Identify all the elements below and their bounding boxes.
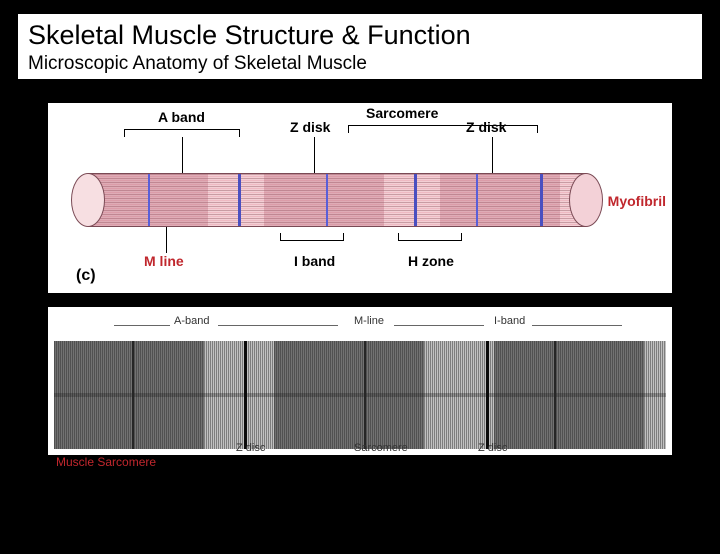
bracket-h-zone: [398, 233, 462, 241]
diagram-panel-schematic: A band Z disk Sarcomere Z disk Myofibril: [48, 103, 672, 293]
label-sarcomere: Sarcomere: [366, 105, 438, 121]
caption-muscle-sarcomere: Muscle Sarcomere: [56, 455, 156, 469]
label-m-line-em: M-line: [354, 315, 384, 327]
label-z-disk-left: Z disk: [290, 119, 330, 135]
label-m-line: M line: [144, 253, 184, 269]
myofibril-fiber: [88, 173, 586, 227]
leader-z-left: [314, 137, 315, 173]
m-line: [148, 174, 150, 226]
leader-z-right: [492, 137, 493, 173]
micrograph-bottom-labels: Muscle Sarcomere Z disc Sarcomere Z disc: [54, 445, 666, 451]
em-m-line: [554, 341, 556, 449]
bracket-sarcomere: [348, 125, 538, 133]
m-line: [476, 174, 478, 226]
em-z-disk: [486, 341, 489, 449]
label-a-band: A band: [158, 109, 205, 125]
label-h-zone: H zone: [408, 253, 454, 269]
m-line: [326, 174, 328, 226]
em-m-line: [364, 341, 366, 449]
leader-a-band: [182, 137, 183, 173]
em-z-disk: [244, 341, 247, 449]
label-z-disc-right: Z disc: [478, 442, 507, 454]
fiber-cap-right: [569, 173, 603, 227]
fiber-cap-left: [71, 173, 105, 227]
slide-subtitle: Microscopic Anatomy of Skeletal Muscle: [28, 53, 692, 75]
em-m-line: [132, 341, 134, 449]
label-myofibril: Myofibril: [608, 193, 666, 209]
leader-m-line: [166, 227, 167, 253]
fiber-body: [88, 173, 586, 227]
electron-micrograph: [54, 341, 666, 449]
bracket-i-band: [280, 233, 344, 241]
z-disk: [414, 174, 417, 226]
diagram-panel-micrograph: A-band M-line I-band Muscle Sarcomere Z …: [48, 307, 672, 455]
label-z-disc-left: Z disc: [236, 442, 265, 454]
label-i-band-em: I-band: [494, 315, 525, 327]
label-sarcomere-em: Sarcomere: [354, 442, 408, 454]
slide-title: Skeletal Muscle Structure & Function: [28, 20, 692, 51]
label-a-band-em: A-band: [174, 315, 209, 327]
z-disk: [238, 174, 241, 226]
figure-tag-c: (c): [76, 267, 96, 285]
label-i-band: I band: [294, 253, 335, 269]
bracket-a-band: [124, 129, 240, 137]
micrograph-top-labels: A-band M-line I-band: [54, 311, 666, 341]
z-disk: [540, 174, 543, 226]
title-block: Skeletal Muscle Structure & Function Mic…: [18, 14, 702, 79]
